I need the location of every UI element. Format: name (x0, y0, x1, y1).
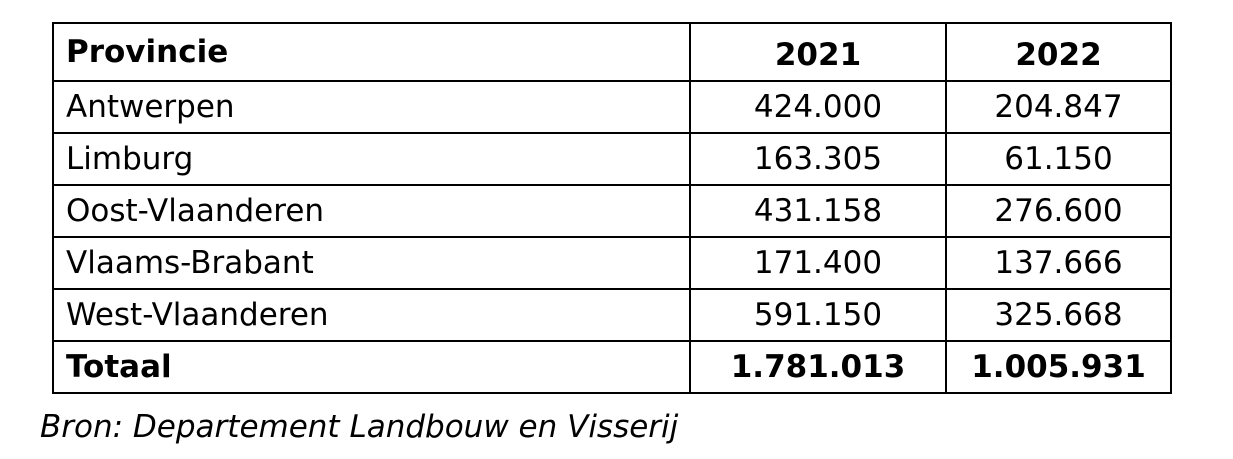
value-2021: 163.305 (689, 132, 947, 186)
value-2021: 424.000 (689, 80, 947, 134)
table-row: West-Vlaanderen 591.150 325.668 (52, 288, 1172, 342)
value-2022: 325.668 (945, 288, 1172, 342)
total-2021: 1.781.013 (689, 340, 947, 394)
province-name: Oost-Vlaanderen (52, 184, 691, 238)
header-2022: 2022 (945, 22, 1172, 82)
value-2021: 591.150 (689, 288, 947, 342)
header-provincie: Provincie (52, 22, 691, 82)
value-2022: 137.666 (945, 236, 1172, 290)
province-table: Provincie 2021 2022 Antwerpen 424.000 20… (52, 22, 1172, 394)
header-2021: 2021 (689, 22, 947, 82)
value-2022: 276.600 (945, 184, 1172, 238)
value-2022: 61.150 (945, 132, 1172, 186)
value-2022: 204.847 (945, 80, 1172, 134)
table-row: Oost-Vlaanderen 431.158 276.600 (52, 184, 1172, 238)
value-2021: 171.400 (689, 236, 947, 290)
value-2021: 431.158 (689, 184, 947, 238)
province-name: Antwerpen (52, 80, 691, 134)
province-name: Vlaams-Brabant (52, 236, 691, 290)
header-row: Provincie 2021 2022 (52, 22, 1172, 82)
table-row: Vlaams-Brabant 171.400 137.666 (52, 236, 1172, 290)
province-name: Limburg (52, 132, 691, 186)
table-row: Antwerpen 424.000 204.847 (52, 80, 1172, 134)
table-row: Limburg 163.305 61.150 (52, 132, 1172, 186)
total-label: Totaal (52, 340, 691, 394)
province-name: West-Vlaanderen (52, 288, 691, 342)
total-2022: 1.005.931 (945, 340, 1172, 394)
source-caption: Bron: Departement Landbouw en Visserij (40, 409, 679, 445)
total-row: Totaal 1.781.013 1.005.931 (52, 340, 1172, 394)
